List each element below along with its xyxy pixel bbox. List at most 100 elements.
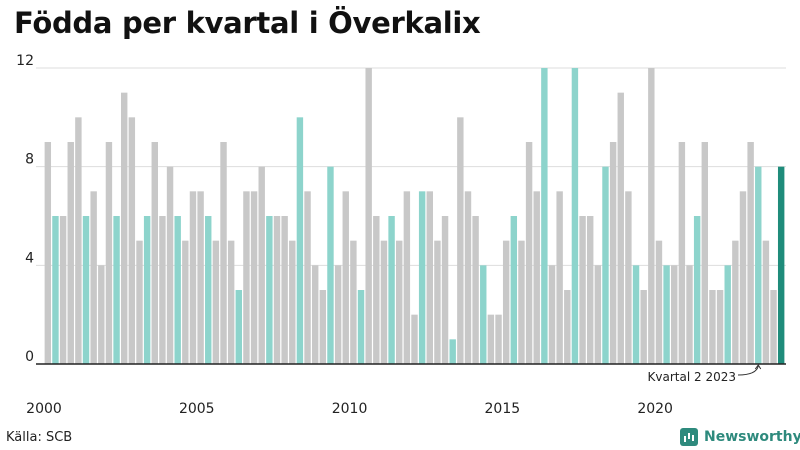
bar: [205, 216, 212, 364]
bar: [273, 216, 281, 364]
bar: [541, 68, 548, 364]
y-tick-label: 12: [16, 53, 34, 69]
bar: [770, 290, 777, 364]
bar: [52, 216, 59, 364]
bar: [441, 216, 449, 364]
bar: [357, 290, 365, 364]
bar: [762, 240, 770, 364]
bar: [105, 142, 113, 364]
bar: [380, 240, 388, 364]
bar: [709, 290, 716, 364]
x-tick-label: 2015: [485, 401, 521, 417]
bar: [434, 240, 441, 364]
source-label: Källa: SCB: [6, 430, 73, 445]
bar: [640, 290, 647, 364]
y-tick-label: 0: [25, 349, 34, 365]
y-tick-label: 4: [25, 250, 34, 266]
bar: [755, 166, 762, 364]
bar-chart-logo-icon: [680, 428, 698, 446]
bar: [373, 216, 380, 364]
bar: [197, 191, 204, 364]
bar: [159, 216, 166, 364]
bar: [396, 240, 403, 364]
bar: [525, 142, 533, 364]
bar: [128, 117, 136, 364]
bar: [365, 68, 372, 364]
bar: [98, 265, 105, 364]
bar: [166, 166, 174, 364]
annotation-arrowhead: [754, 364, 762, 370]
annotation-label: Kvartal 2 2023: [648, 370, 736, 384]
bar: [693, 216, 701, 364]
bar: [480, 265, 487, 364]
bar: [75, 117, 82, 364]
bar: [296, 117, 304, 364]
bar: [418, 191, 426, 364]
bar: [243, 191, 250, 364]
x-tick-label: 2005: [179, 401, 215, 417]
y-tick-label: 8: [25, 152, 34, 168]
bar: [686, 265, 693, 364]
bar: [212, 240, 220, 364]
bar: [342, 191, 349, 364]
bar: [663, 265, 670, 364]
bar: [227, 240, 235, 364]
bar: [747, 142, 754, 364]
bar: [327, 166, 334, 364]
brand-logo: Newsworthy: [680, 428, 800, 446]
bar: [564, 290, 571, 364]
bar: [739, 191, 747, 364]
x-tick-label: 2020: [637, 401, 673, 417]
bar: [136, 240, 143, 364]
bar: [777, 166, 785, 364]
bar: [319, 290, 327, 364]
bar: [487, 314, 495, 364]
annotation-arrow: [737, 365, 759, 376]
brand-name: Newsworthy: [704, 429, 800, 445]
bar: [220, 142, 227, 364]
bar: [350, 240, 357, 364]
x-tick-label: 2010: [332, 401, 368, 417]
bar: [388, 216, 395, 364]
bar: [586, 216, 594, 364]
bar: [457, 117, 464, 364]
bar: [609, 142, 617, 364]
bar: [289, 240, 296, 364]
bar: [449, 339, 456, 364]
bar: [510, 216, 518, 364]
bar: [648, 68, 655, 364]
bar: [235, 290, 243, 364]
bar: [174, 216, 181, 364]
bar: [472, 216, 479, 364]
bar: [311, 265, 319, 364]
bar: [518, 240, 525, 364]
bar: [732, 240, 739, 364]
bar: [671, 265, 678, 364]
bar: [67, 142, 74, 364]
bar: [90, 191, 97, 364]
bar: [556, 191, 563, 364]
bar: [724, 265, 731, 364]
bar: [502, 240, 510, 364]
bar: [548, 265, 556, 364]
bar: [113, 216, 120, 364]
bar: [678, 142, 686, 364]
bar: [411, 314, 418, 364]
bar: [701, 142, 708, 364]
bar: [151, 142, 158, 364]
bar: [121, 92, 128, 365]
bar: [281, 216, 288, 364]
bar: [716, 290, 724, 364]
bar: [250, 191, 258, 364]
bar: [617, 92, 624, 365]
bar: [533, 191, 540, 364]
bar: [266, 216, 273, 364]
bar: [464, 191, 472, 364]
bar: [655, 240, 663, 364]
bar: [632, 265, 640, 364]
bar: [594, 265, 602, 364]
bar: [44, 142, 52, 364]
x-tick-label: 2000: [26, 401, 62, 417]
bar: [304, 191, 311, 364]
